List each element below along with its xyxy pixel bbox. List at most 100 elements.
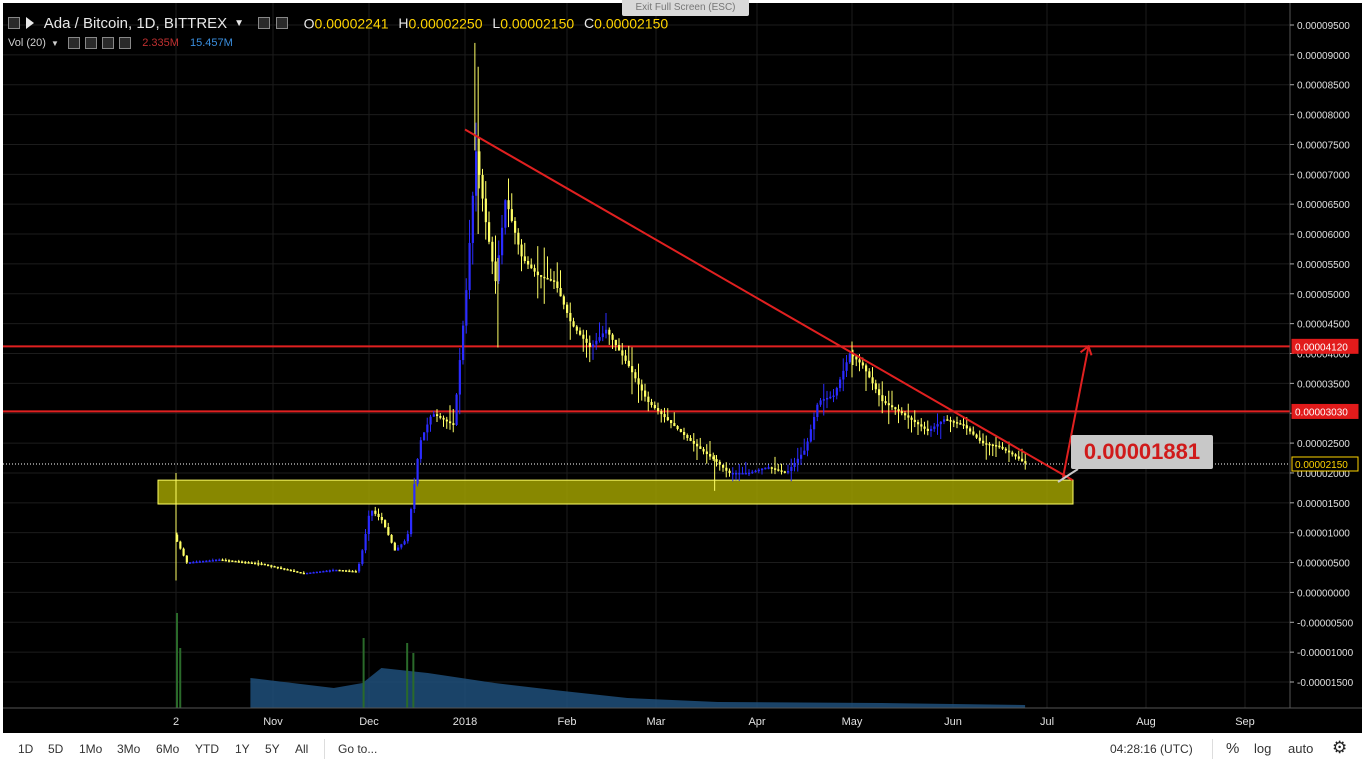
candle-body: [582, 334, 585, 339]
candle-body: [601, 333, 604, 338]
candle-body: [195, 561, 198, 564]
candle-body: [192, 561, 195, 564]
candle-body: [839, 379, 842, 389]
candle-body: [299, 572, 302, 574]
candle-body: [250, 562, 253, 564]
y-tick-label: 0.00007000: [1297, 170, 1350, 181]
settings-small-icon[interactable]: [85, 37, 98, 50]
candle-body: [296, 571, 299, 573]
settings-small-icon[interactable]: [275, 17, 288, 30]
chart-header: Ada / Bitcoin, 1D, BITTREX ▼ O0.00002241…: [8, 14, 668, 32]
eye-icon[interactable]: [67, 37, 80, 50]
utc-clock[interactable]: 04:28:16 (UTC): [1110, 742, 1193, 756]
candle-body: [588, 342, 591, 347]
eye-icon[interactable]: [257, 17, 270, 30]
x-tick-label: Jul: [1040, 716, 1054, 728]
candle-body: [969, 428, 972, 432]
plus-icon[interactable]: [102, 37, 115, 50]
open-value: 0.00002241: [314, 15, 389, 32]
range-1y[interactable]: 1Y: [235, 742, 250, 756]
symbol-dropdown-icon[interactable]: ▼: [234, 17, 244, 29]
candle-body: [689, 437, 692, 441]
volume-label[interactable]: Vol (20): [8, 37, 46, 49]
candle-body: [722, 464, 725, 468]
range-1mo[interactable]: 1Mo: [79, 742, 103, 756]
gear-icon[interactable]: ⚙: [1332, 738, 1348, 757]
candle-body: [702, 448, 705, 452]
range-1d[interactable]: 1D: [18, 742, 34, 756]
candle-body: [413, 483, 416, 510]
candle-body: [247, 562, 250, 564]
candle-body: [468, 242, 471, 291]
candle-body: [198, 561, 201, 563]
close-icon[interactable]: [119, 37, 132, 50]
candle-body: [455, 394, 458, 425]
log-toggle[interactable]: log: [1254, 741, 1272, 756]
candle-body: [670, 420, 673, 424]
range-all[interactable]: All: [295, 742, 309, 756]
volume-bar: [362, 638, 365, 708]
candle-body: [189, 562, 192, 564]
range-6mo[interactable]: 6Mo: [156, 742, 180, 756]
candle-body: [735, 472, 738, 475]
annotation-box[interactable]: [1071, 435, 1213, 469]
y-tick-label: 0.00006000: [1297, 230, 1350, 241]
candle-body: [410, 509, 413, 535]
candle-body: [936, 424, 939, 427]
candle-body: [777, 469, 780, 471]
candlestick-chart[interactable]: 0.00001881 0.00009500 0.00009000 0.00008500…: [3, 3, 1362, 733]
candle-body: [367, 515, 370, 534]
chart-area[interactable]: 0.00001881 0.00009500 0.00009000 0.00008500…: [3, 3, 1362, 733]
goto-button[interactable]: Go to...: [338, 742, 378, 756]
range-5y[interactable]: 5Y: [265, 742, 280, 756]
candle-body: [517, 232, 520, 245]
exit-fullscreen-button[interactable]: Exit Full Screen (ESC): [622, 0, 749, 16]
auto-toggle[interactable]: auto: [1288, 741, 1314, 756]
candle-body: [387, 527, 390, 535]
flag-icon[interactable]: [25, 17, 34, 30]
candle-body: [751, 471, 754, 474]
y-tick-label: -0.00000500: [1297, 618, 1354, 629]
candle-body: [445, 419, 448, 422]
candle-body: [185, 555, 188, 563]
candle-body: [566, 304, 569, 313]
candle-body: [998, 445, 1001, 448]
candle-body: [917, 422, 920, 425]
candle-body: [306, 572, 309, 575]
candle-body: [536, 271, 539, 276]
candle-body: [605, 329, 608, 334]
candle-body: [894, 407, 897, 410]
candle-body: [510, 209, 513, 221]
low-value: 0.00002150: [500, 15, 575, 32]
range-ytd[interactable]: YTD: [195, 742, 219, 756]
candle-body: [575, 326, 578, 331]
low-label: L: [492, 15, 501, 32]
candle-body: [822, 399, 825, 401]
candle-body: [364, 533, 367, 551]
candle-body: [481, 174, 484, 199]
candle-body: [527, 261, 530, 265]
range-5d[interactable]: 5D: [48, 742, 64, 756]
candle-body: [501, 227, 504, 256]
y-tick-label: 0.00004000: [1297, 350, 1350, 361]
candle-body: [835, 388, 838, 396]
candle-body: [273, 566, 276, 568]
collapse-icon[interactable]: [8, 17, 20, 30]
candle-body: [283, 568, 286, 570]
y-tick-label: 0.00007500: [1297, 140, 1350, 151]
range-3mo[interactable]: 3Mo: [117, 742, 141, 756]
candle-body: [514, 220, 517, 233]
close-value: 0.00002150: [594, 15, 669, 32]
candle-body: [731, 472, 734, 475]
candle-body: [754, 470, 757, 473]
volume-bar: [176, 613, 178, 708]
candle-body: [439, 416, 442, 418]
candle-body: [780, 470, 783, 472]
candle-body: [845, 362, 848, 371]
percent-toggle[interactable]: %: [1226, 740, 1240, 757]
volume-dropdown-icon[interactable]: ▼: [50, 39, 59, 48]
candle-body: [403, 541, 406, 545]
symbol-title[interactable]: Ada / Bitcoin, 1D, BITTREX: [43, 14, 228, 32]
candle-body: [341, 570, 344, 572]
candle-body: [234, 560, 237, 563]
